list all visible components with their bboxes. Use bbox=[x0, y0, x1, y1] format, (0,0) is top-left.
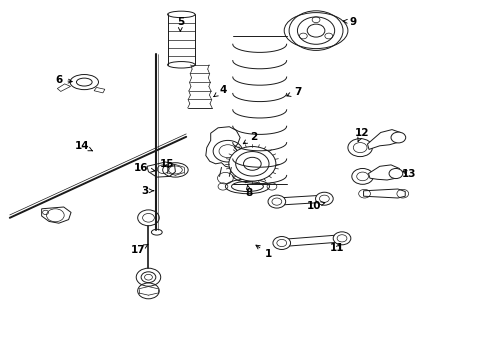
Text: 5: 5 bbox=[177, 17, 184, 31]
Text: 4: 4 bbox=[214, 85, 227, 97]
Polygon shape bbox=[277, 195, 324, 205]
Text: 7: 7 bbox=[287, 87, 302, 97]
Polygon shape bbox=[368, 165, 400, 180]
Polygon shape bbox=[147, 162, 175, 177]
Text: 1: 1 bbox=[256, 245, 272, 259]
Text: 17: 17 bbox=[131, 244, 148, 255]
Text: 10: 10 bbox=[306, 201, 325, 211]
Circle shape bbox=[389, 168, 403, 179]
Circle shape bbox=[273, 237, 291, 249]
Circle shape bbox=[352, 168, 373, 184]
Text: 3: 3 bbox=[141, 186, 154, 196]
Text: 8: 8 bbox=[245, 185, 252, 198]
Text: 15: 15 bbox=[159, 159, 174, 169]
Circle shape bbox=[268, 195, 286, 208]
Circle shape bbox=[348, 139, 372, 157]
Circle shape bbox=[229, 147, 276, 181]
Circle shape bbox=[333, 232, 351, 245]
Circle shape bbox=[138, 210, 159, 226]
Text: 2: 2 bbox=[243, 132, 257, 144]
Text: 6: 6 bbox=[55, 75, 72, 85]
Circle shape bbox=[136, 268, 161, 286]
Text: 16: 16 bbox=[134, 163, 155, 174]
Text: 14: 14 bbox=[75, 141, 93, 151]
Text: 11: 11 bbox=[330, 243, 344, 253]
Polygon shape bbox=[206, 127, 241, 167]
Circle shape bbox=[316, 192, 333, 205]
Text: 12: 12 bbox=[354, 128, 369, 141]
Text: 13: 13 bbox=[402, 168, 416, 179]
Polygon shape bbox=[368, 130, 402, 149]
Circle shape bbox=[391, 132, 406, 143]
Polygon shape bbox=[282, 235, 342, 247]
Polygon shape bbox=[42, 207, 71, 223]
Polygon shape bbox=[364, 189, 405, 198]
Text: 9: 9 bbox=[343, 17, 356, 27]
